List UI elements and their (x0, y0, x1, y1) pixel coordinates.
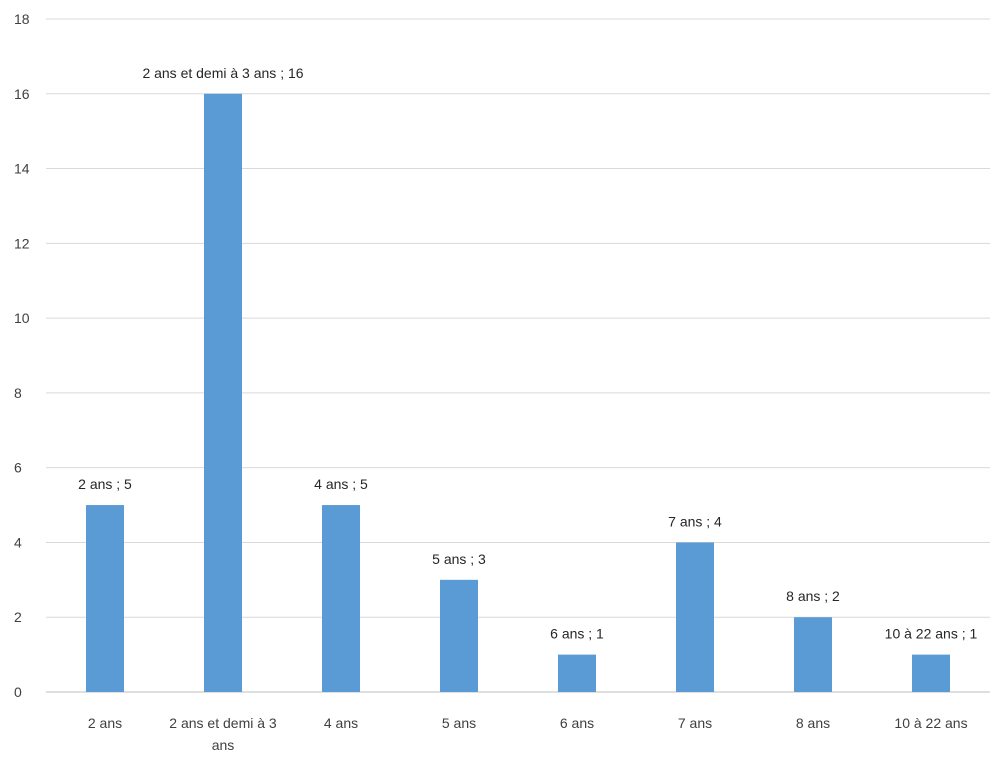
data-label: 5 ans ; 3 (432, 551, 486, 567)
data-label: 8 ans ; 2 (786, 588, 840, 604)
y-tick-label: 10 (14, 310, 30, 326)
y-tick-label: 16 (14, 86, 30, 102)
y-tick-label: 4 (14, 534, 22, 550)
data-label: 2 ans ; 5 (78, 476, 132, 492)
y-tick-label: 14 (14, 161, 30, 177)
x-tick-label: 2 ans et demi à 3 (169, 715, 277, 731)
x-tick-label: 6 ans (560, 715, 594, 731)
y-tick-label: 6 (14, 460, 22, 476)
x-tick-label: ans (212, 737, 235, 753)
bar (322, 505, 360, 692)
x-axis-ticks: 2 ans 2 ans et demi à 3 ans 4 ans 5 ans 6 ans… (88, 715, 968, 753)
grid-layer (46, 18, 990, 693)
y-tick-label: 18 (14, 11, 30, 27)
data-label: 2 ans et demi à 3 ans ; 16 (142, 65, 303, 81)
bars (86, 93, 950, 693)
data-labels: 2 ans ; 5 2 ans et demi à 3 ans ; 16 4 ans… (78, 65, 977, 642)
x-tick-label: 4 ans (324, 715, 358, 731)
x-tick-label: 8 ans (796, 715, 830, 731)
x-tick-label: 7 ans (678, 715, 712, 731)
data-label: 7 ans ; 4 (668, 513, 722, 529)
x-tick-label: 10 à 22 ans (894, 715, 967, 731)
data-label: 4 ans ; 5 (314, 476, 368, 492)
bar (558, 654, 596, 692)
bar (912, 654, 950, 692)
y-tick-label: 12 (14, 235, 30, 251)
y-tick-label: 8 (14, 385, 22, 401)
data-label: 6 ans ; 1 (550, 626, 604, 642)
x-tick-label: 2 ans (88, 715, 122, 731)
bar (440, 579, 478, 692)
y-axis-ticks: 0 2 4 6 8 10 12 14 16 18 (14, 11, 30, 700)
y-tick-label: 0 (14, 684, 22, 700)
y-tick-label: 2 (14, 609, 22, 625)
bar (794, 617, 832, 692)
bar (204, 93, 242, 693)
bar (86, 505, 124, 692)
data-label: 10 à 22 ans ; 1 (885, 626, 978, 642)
x-tick-label: 5 ans (442, 715, 476, 731)
bar (676, 542, 714, 692)
